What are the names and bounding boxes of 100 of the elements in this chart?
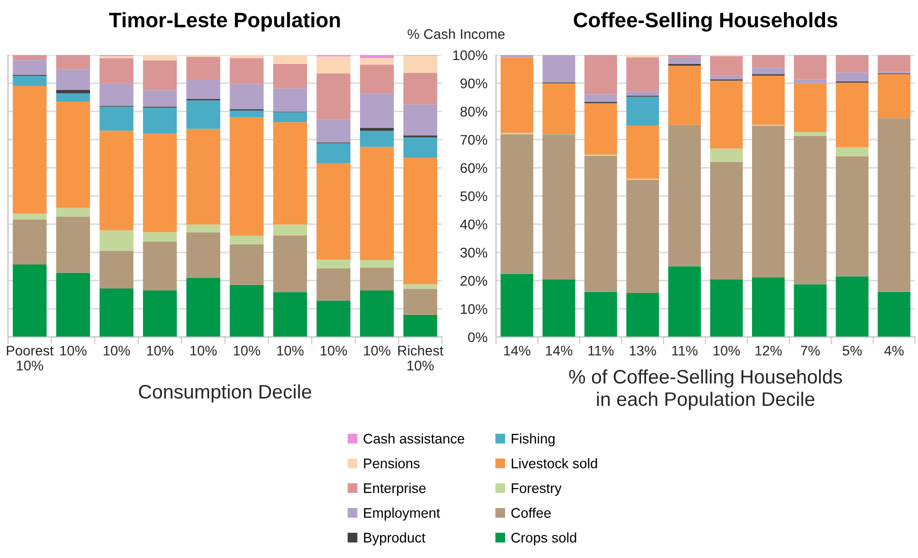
bar <box>500 274 534 337</box>
bar <box>403 314 438 337</box>
x-tick-label: 4% <box>884 346 904 356</box>
bar <box>794 132 827 136</box>
bar <box>668 266 701 337</box>
legend-label: Forestry <box>512 483 562 496</box>
bar <box>230 58 264 84</box>
bar <box>403 104 438 136</box>
bar <box>360 93 394 128</box>
bar <box>100 130 134 230</box>
legend-label: Pensions <box>364 458 420 468</box>
bar <box>500 57 534 133</box>
x-tick-label: 10% <box>60 346 87 356</box>
bar <box>316 163 350 260</box>
bar <box>626 96 659 126</box>
bar <box>56 90 90 94</box>
x-tick-label: 10% <box>190 346 217 356</box>
legend-label: Employment <box>364 508 440 521</box>
x-tick-label: 7% <box>800 346 820 356</box>
bar <box>584 94 618 102</box>
bar <box>878 292 910 337</box>
bar <box>273 292 308 337</box>
bar <box>316 300 350 337</box>
bar <box>878 55 910 72</box>
bar <box>710 80 743 149</box>
bar <box>752 76 785 125</box>
x-tick-label: 5% <box>842 346 862 356</box>
bar <box>316 268 350 301</box>
legend-label: Livestock sold <box>512 458 597 468</box>
bar <box>12 213 47 220</box>
bar <box>230 236 264 245</box>
bar <box>56 216 90 273</box>
bar <box>403 288 438 315</box>
bar <box>273 64 308 88</box>
bar <box>186 56 220 80</box>
y-tick-label: 100% <box>453 50 488 60</box>
bar <box>12 219 47 265</box>
y-tick-label: 80% <box>460 106 488 117</box>
x-tick-label: 12% <box>756 346 782 356</box>
bar <box>142 241 177 290</box>
bar <box>752 68 785 74</box>
y-tick-label: 0% <box>468 332 488 342</box>
bar <box>142 55 177 60</box>
x-tick-label: 10% <box>234 346 260 356</box>
y-tick-label: 40% <box>460 220 488 230</box>
bar <box>100 58 134 84</box>
bar <box>584 103 618 155</box>
x-tick-label: 14% <box>546 346 572 356</box>
x-tick-label: 11% <box>672 346 698 356</box>
bar <box>403 56 438 73</box>
bar <box>56 69 90 90</box>
bar <box>403 158 438 284</box>
bar <box>878 74 910 118</box>
bar <box>710 148 743 162</box>
bar <box>403 72 438 104</box>
bar <box>12 264 47 337</box>
x-axis-title: % of Coffee-Selling Households in each Population Decile <box>569 369 842 410</box>
bar <box>186 80 220 99</box>
chart-title: Coffee-Selling Households <box>574 12 838 32</box>
bar <box>836 276 868 337</box>
bar <box>230 117 264 236</box>
bar <box>360 64 394 94</box>
bar <box>273 112 308 122</box>
legend-label: Cash assistance <box>364 433 464 444</box>
bar <box>230 55 264 58</box>
bar <box>626 180 659 294</box>
bar <box>752 126 785 278</box>
bar <box>12 76 47 86</box>
bar <box>360 55 394 58</box>
x-axis-title: Consumption Decile <box>138 384 312 402</box>
bar <box>542 134 576 280</box>
legend-label: Byproduct <box>364 532 426 546</box>
bar <box>100 230 134 251</box>
bar <box>56 55 90 70</box>
bar <box>142 108 177 134</box>
bar <box>186 224 220 232</box>
bar <box>360 130 394 147</box>
bar <box>56 272 90 337</box>
bar <box>56 93 90 102</box>
bar <box>403 137 438 158</box>
x-tick-label: Richest 10% <box>398 345 444 370</box>
bar <box>230 284 264 337</box>
bar <box>316 259 350 268</box>
bar <box>186 232 220 278</box>
bar <box>542 83 576 134</box>
bar <box>584 55 618 94</box>
y-tick-label: 10% <box>460 304 488 314</box>
bar <box>142 232 177 242</box>
bar <box>668 57 701 64</box>
x-tick-label: Poorest 10% <box>6 346 54 370</box>
bar <box>230 244 264 285</box>
x-tick-label: 10% <box>714 346 740 356</box>
bar <box>752 277 785 337</box>
bar <box>360 290 394 337</box>
bar <box>316 120 350 142</box>
bar <box>100 83 134 106</box>
bar <box>836 147 868 157</box>
bar <box>584 292 618 337</box>
x-tick-label: 10% <box>147 346 174 356</box>
bar <box>626 126 659 179</box>
